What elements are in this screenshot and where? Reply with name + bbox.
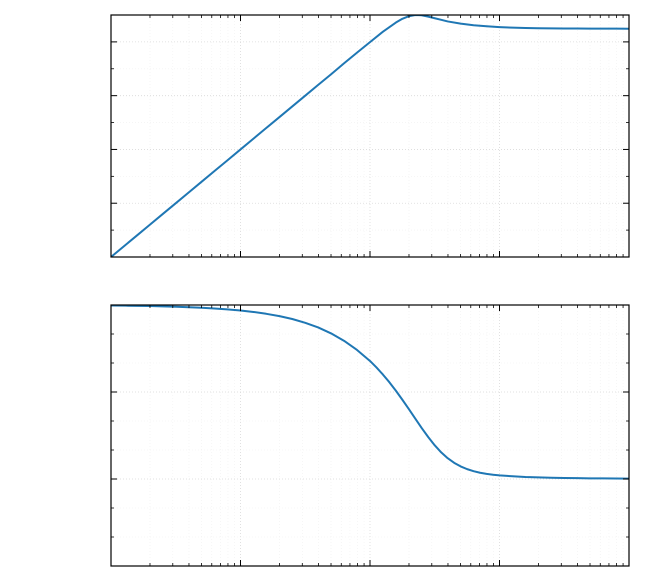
bode-plot (0, 0, 663, 582)
